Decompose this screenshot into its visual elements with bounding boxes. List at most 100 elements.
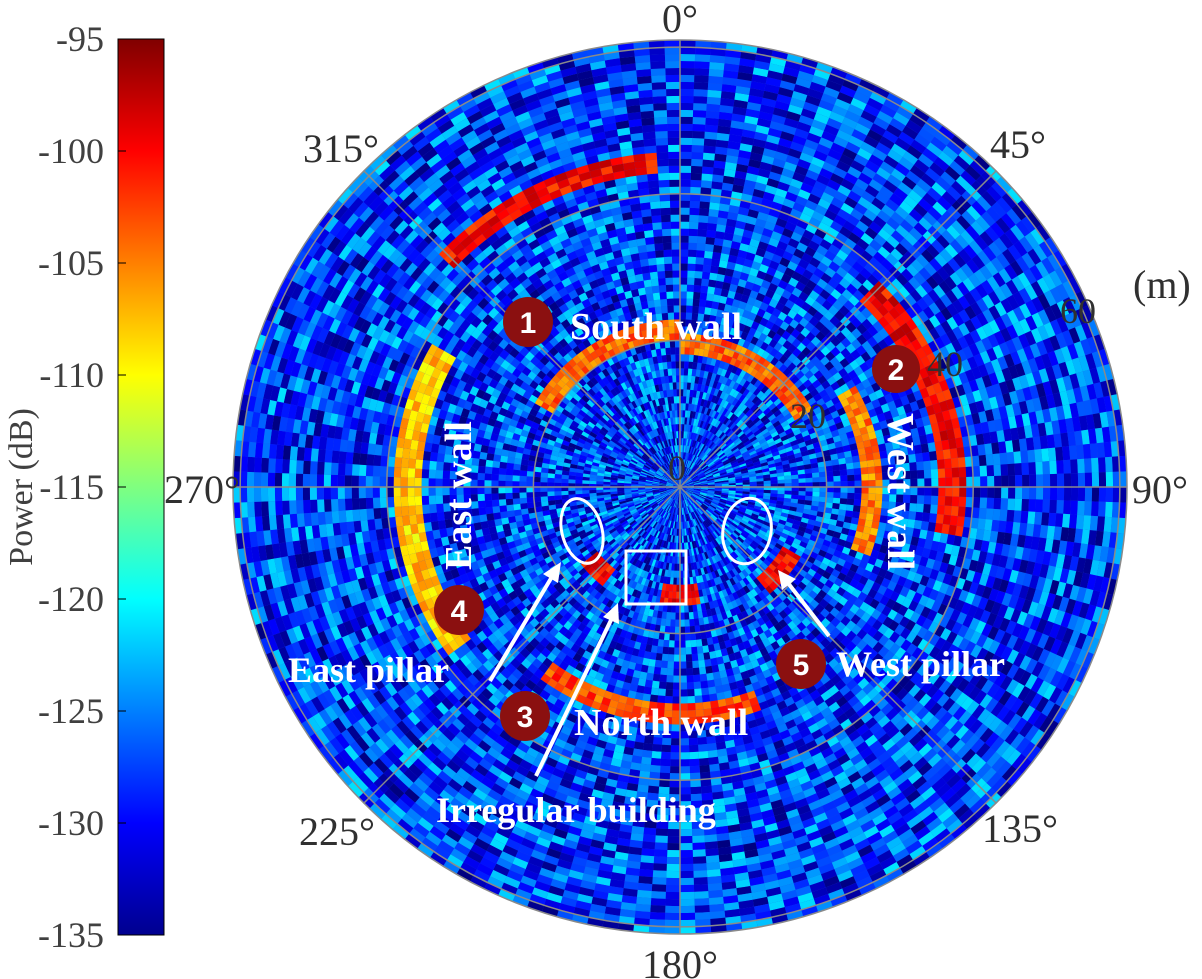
heatmap-cell — [687, 461, 692, 468]
heatmap-cell — [674, 556, 678, 564]
heatmap-cell — [690, 504, 695, 512]
heatmap-cell — [692, 492, 700, 496]
heatmap-cell — [725, 438, 732, 445]
heatmap-cell — [770, 480, 778, 484]
heatmap-cell — [681, 473, 684, 481]
heatmap-cell — [665, 447, 670, 455]
heatmap-cell — [729, 443, 737, 451]
heatmap-cell — [692, 464, 698, 471]
heatmap-cell — [575, 490, 583, 495]
heatmap-cell — [720, 494, 729, 498]
heatmap-cell — [660, 517, 665, 525]
heatmap-cell — [746, 463, 754, 468]
heatmap-cell — [713, 511, 720, 518]
heatmap-cell — [646, 461, 653, 467]
heatmap-cell — [726, 500, 734, 505]
heatmap-cell — [854, 487, 862, 494]
heatmap-cell — [669, 520, 673, 528]
heatmap-cell — [671, 467, 675, 475]
heatmap-cell — [675, 473, 679, 481]
heatmap-cell — [662, 562, 667, 570]
heatmap-cell — [666, 555, 671, 564]
heatmap-cell — [673, 500, 677, 508]
heatmap-cell — [667, 446, 671, 454]
colorbar-tick-label: -100 — [38, 131, 104, 171]
heatmap-cell — [727, 420, 734, 429]
heatmap-cell — [866, 459, 875, 468]
heatmap-cell — [648, 550, 654, 559]
heatmap-cell — [686, 460, 690, 468]
heatmap-cell — [732, 520, 740, 527]
heatmap-cell — [507, 510, 515, 518]
heatmap-cell — [710, 466, 718, 471]
heatmap-cell — [607, 510, 616, 516]
heatmap-cell — [695, 441, 700, 449]
heatmap-cell — [568, 475, 576, 480]
heatmap-cell — [670, 468, 674, 475]
heatmap-cell — [682, 466, 685, 474]
heatmap-cell — [711, 556, 717, 564]
heatmap-cell — [650, 501, 657, 507]
heatmap-cell — [622, 509, 630, 515]
heatmap-cell — [703, 455, 710, 462]
heatmap-cell — [673, 661, 680, 669]
heatmap-cell — [696, 449, 701, 457]
heatmap-cell — [700, 428, 706, 436]
heatmap-cell — [615, 458, 623, 464]
heatmap-cell — [681, 493, 684, 501]
heatmap-cell — [735, 492, 743, 496]
heatmap-cell — [655, 652, 663, 661]
heatmap-cell — [661, 502, 667, 509]
heatmap-cell — [682, 514, 685, 522]
heatmap-cell — [798, 473, 806, 479]
heatmap-cell — [686, 535, 690, 543]
heatmap-cell — [691, 463, 696, 470]
heatmap-cell — [756, 495, 764, 499]
heatmap-cell — [685, 467, 690, 475]
heatmap-cell — [725, 529, 732, 536]
heatmap-cell — [491, 467, 500, 475]
heatmap-cell — [706, 550, 712, 559]
heatmap-cell — [623, 457, 631, 463]
heatmap-cell — [692, 477, 699, 481]
heatmap-cell — [645, 480, 653, 484]
heatmap-cell — [662, 474, 669, 480]
heatmap-cell — [669, 527, 673, 536]
heatmap-cell — [668, 479, 675, 484]
heatmap-cell — [701, 545, 707, 553]
heatmap-cell — [582, 490, 590, 494]
heatmap-cell — [675, 417, 678, 425]
heatmap-cell — [700, 481, 708, 484]
heatmap-cell — [652, 529, 658, 537]
heatmap-cell — [729, 422, 737, 430]
heatmap-cell — [671, 528, 675, 536]
heatmap-cell — [681, 473, 684, 481]
heatmap-cell — [677, 521, 679, 529]
heatmap-cell — [663, 639, 670, 648]
heatmap-cell — [721, 444, 729, 452]
heatmap-cell — [628, 428, 636, 436]
heatmap-cell — [713, 539, 720, 547]
heatmap-cell — [726, 516, 734, 523]
heatmap-cell — [690, 632, 697, 641]
heatmap-cell — [636, 527, 643, 534]
heatmap-cell — [710, 515, 717, 521]
heatmap-cell — [720, 497, 728, 501]
heatmap-cell — [740, 435, 748, 442]
heatmap-cell — [674, 507, 677, 515]
heatmap-cell — [641, 436, 648, 443]
heatmap-cell — [692, 555, 696, 563]
heatmap-cell — [680, 507, 682, 515]
heatmap-cell — [682, 507, 685, 515]
heatmap-cell — [706, 518, 713, 525]
heatmap-cell — [656, 460, 663, 467]
heatmap-cell — [705, 439, 712, 447]
heatmap-cell — [709, 433, 716, 441]
heatmap-cell — [498, 487, 506, 494]
heatmap-cell — [635, 451, 643, 457]
heatmap-cell — [741, 450, 750, 457]
heatmap-cell — [667, 480, 674, 485]
heatmap-cell — [680, 459, 682, 467]
heatmap-cell — [742, 437, 750, 445]
heatmap-cell — [710, 417, 717, 426]
